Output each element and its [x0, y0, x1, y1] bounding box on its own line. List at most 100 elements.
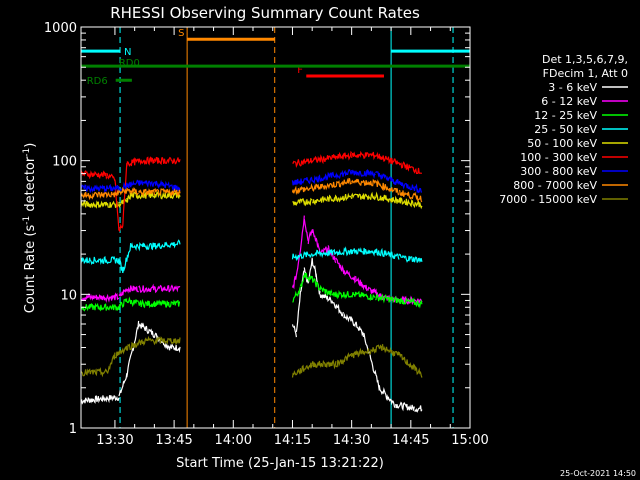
x-tick-label-6: 15:00 — [451, 433, 488, 448]
series-line-7-part-3 — [138, 188, 155, 198]
series-line-5-part-6 — [141, 156, 155, 166]
series-line-2-part-14 — [398, 297, 423, 309]
series-line-5-part-9 — [292, 157, 313, 169]
series-line-0-part-14 — [319, 294, 333, 304]
series-line-2-part-6 — [292, 286, 301, 303]
series-line-5-part-1 — [106, 173, 116, 181]
series-line-0-part-7 — [291, 324, 297, 338]
series-line-0-part-21 — [414, 405, 423, 413]
series-line-2-part-1 — [118, 298, 128, 310]
series-line-0-part-8 — [295, 291, 301, 332]
series-line-6-part-6 — [291, 176, 313, 186]
x-axis-label: Start Time (25-Jan-15 13:21:22) — [176, 456, 384, 471]
series-line-1-part-15 — [335, 257, 345, 275]
segment-label-0: N — [124, 47, 131, 58]
y-label-part2: detector — [23, 156, 38, 216]
series-line-4-part-7 — [312, 192, 353, 206]
series-line-4-part-2 — [126, 192, 132, 203]
series-line-8-part-1 — [106, 352, 116, 375]
x-tick-label-4: 14:30 — [333, 433, 370, 448]
series-line-7-part-6 — [291, 183, 313, 196]
series-line-2-part-10 — [319, 284, 333, 297]
series-line-0-part-15 — [331, 300, 344, 317]
series-line-3-part-6 — [291, 250, 313, 262]
series-line-1-part-18 — [366, 286, 384, 301]
series-line-0-part-2 — [126, 320, 140, 378]
segment-label-5: RD6 — [87, 76, 108, 87]
legend-entry-1: 6 - 12 keV — [541, 95, 597, 108]
series-line-1-part-0 — [80, 292, 120, 303]
y-tick-label-3: 1000 — [44, 21, 77, 36]
y-axis-label: Count Rate (s-1 detector-1) — [22, 143, 38, 314]
series-line-3-part-2 — [122, 243, 132, 274]
series-line-0-part-18 — [363, 332, 380, 391]
series-line-5-part-13 — [398, 161, 423, 175]
series-line-0-part-0 — [80, 394, 120, 405]
series-line-2-part-4 — [153, 299, 180, 308]
series-line-6-part-2 — [126, 179, 140, 189]
x-axis-ticks: 13:30 13:45 14:00 14:15 14:30 14:45 15:00 — [96, 27, 489, 448]
series-line-1-part-13 — [320, 246, 329, 255]
series-line-7-part-7 — [311, 177, 353, 192]
series-line-2-part-2 — [126, 296, 140, 308]
series-line-1-part-4 — [154, 284, 181, 294]
y-tick-label-1: 10 — [60, 288, 77, 303]
series-line-5-part-3 — [118, 223, 124, 233]
series-line-0-part-9 — [299, 270, 305, 293]
x-tick-label-3: 14:15 — [274, 433, 311, 448]
series-line-1-part-9 — [303, 218, 309, 242]
series-line-5-part-0 — [80, 170, 108, 180]
x-tick-label-0: 13:30 — [96, 433, 133, 448]
legend-entry-3: 25 - 50 keV — [534, 123, 597, 136]
series-line-2-part-11 — [331, 289, 353, 300]
legend-entry-6: 300 - 800 keV — [520, 165, 597, 178]
series-line-0-part-3 — [138, 322, 155, 338]
series-line-3-part-4 — [153, 239, 181, 250]
series-line-1-part-16 — [343, 270, 357, 284]
series-line-6-part-9 — [375, 171, 400, 186]
series-line-5-part-5 — [126, 157, 144, 168]
plot-frame — [80, 26, 471, 429]
series-line-8-part-3 — [126, 337, 148, 351]
series-line-4-part-1 — [118, 198, 128, 208]
y-axis-ticks: 1 10 100 1000 — [44, 21, 470, 437]
x-tick-label-5: 14:45 — [392, 433, 429, 448]
series-line-8-part-2 — [114, 345, 128, 359]
series-line-5-part-4 — [122, 163, 128, 226]
series-line-3-part-10 — [398, 253, 423, 264]
series-line-4-part-9 — [374, 191, 400, 204]
series-line-6-part-4 — [154, 179, 181, 192]
x-tick-label-1: 13:45 — [155, 433, 192, 448]
series-group — [80, 150, 423, 413]
series-line-0-part-16 — [343, 312, 357, 328]
series-line-4-part-8 — [351, 191, 376, 201]
y-label-part3: ) — [23, 143, 38, 148]
series-line-2-part-3 — [138, 298, 155, 309]
series-line-7-part-1 — [114, 186, 128, 196]
series-line-0-part-20 — [394, 401, 415, 412]
series-line-6-part-7 — [311, 168, 353, 185]
series-line-1-part-7 — [295, 250, 301, 276]
series-line-6-part-0 — [80, 183, 120, 194]
series-line-1-part-10 — [307, 229, 313, 245]
series-line-1-part-3 — [138, 283, 155, 293]
segment-label-4: RD0 — [119, 58, 140, 69]
series-line-2-part-7 — [299, 274, 305, 288]
series-line-8-part-9 — [351, 343, 384, 359]
footer-date: 25-Oct-2021 14:50 — [560, 469, 636, 478]
legend-entry-5: 100 - 300 keV — [520, 151, 597, 164]
series-line-8-part-11 — [398, 351, 423, 378]
series-line-8-part-4 — [145, 335, 181, 346]
series-line-1-part-11 — [311, 229, 317, 242]
series-line-8-part-0 — [80, 366, 108, 378]
y-tick-label-0: 1 — [69, 422, 77, 437]
legend-header-2: FDecim 1, Att 0 — [543, 67, 628, 80]
series-line-5-part-11 — [351, 150, 376, 161]
series-line-1-part-12 — [315, 237, 321, 256]
series-line-8-part-6 — [291, 362, 313, 378]
series-line-1-part-17 — [355, 276, 368, 292]
segment-label-3: F — [297, 65, 303, 76]
series-line-4-part-6 — [292, 197, 313, 207]
